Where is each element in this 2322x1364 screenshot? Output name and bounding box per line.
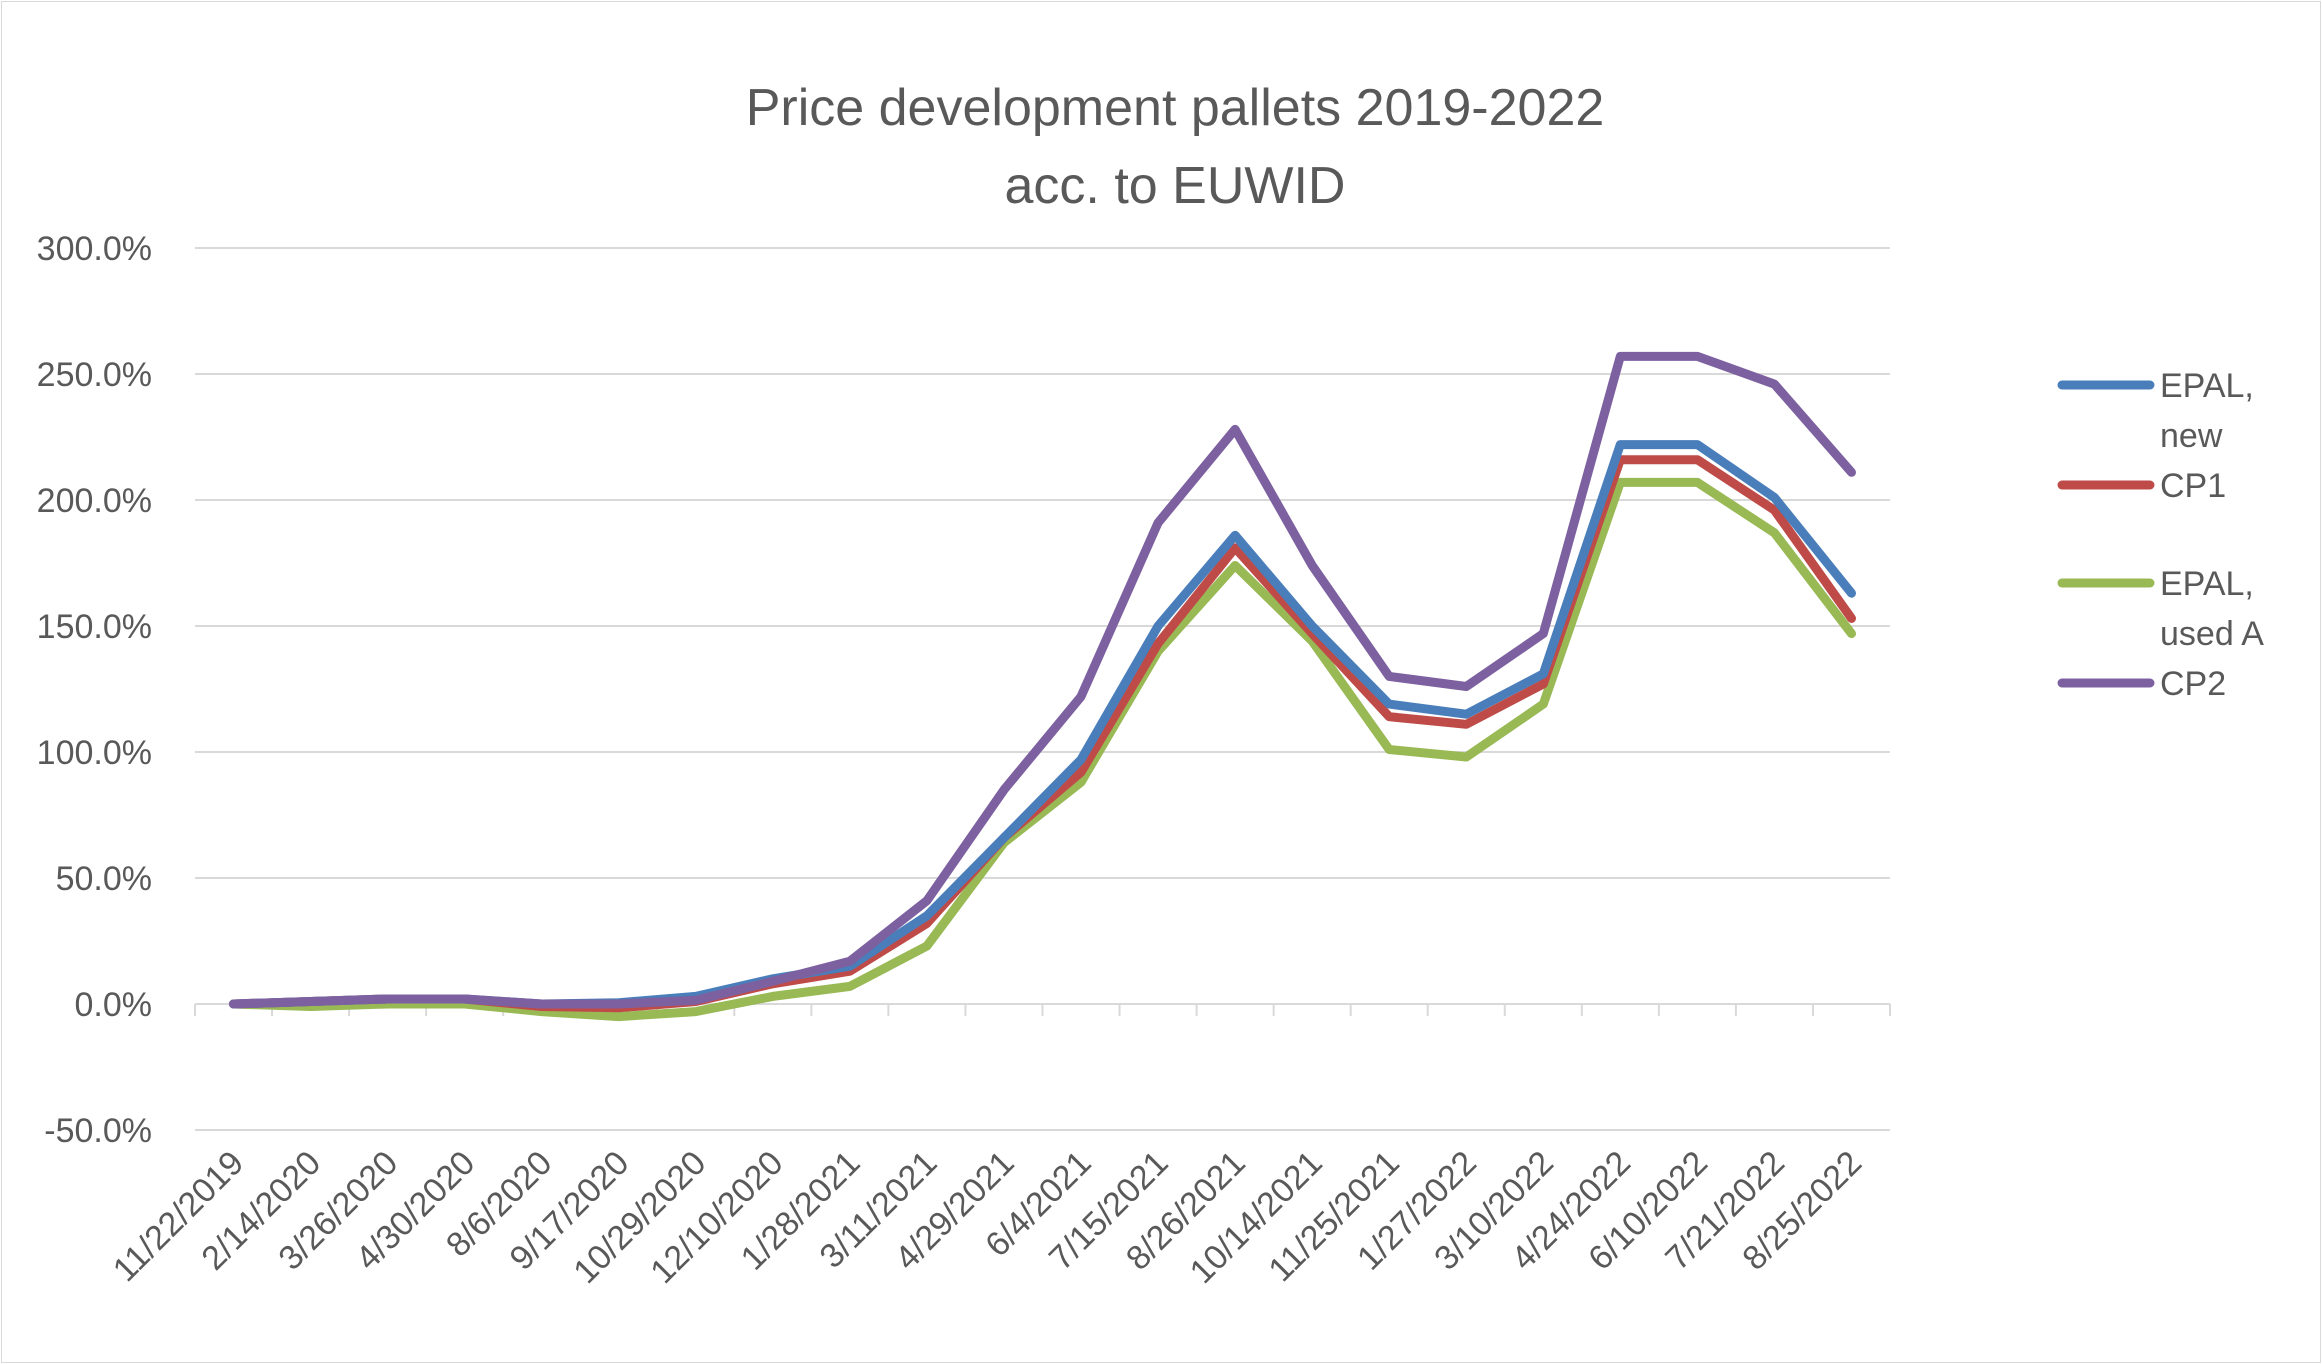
chart-title-line-1: Price development pallets 2019-2022 <box>746 79 1605 137</box>
y-tick-label: 250.0% <box>37 356 152 394</box>
y-tick-label: 50.0% <box>56 860 152 898</box>
legend-label: used A <box>2160 615 2264 653</box>
legend-label: CP1 <box>2160 467 2226 505</box>
legend-label: EPAL, <box>2160 565 2254 603</box>
series-line-cp1 <box>229 455 1856 1013</box>
legend-label: new <box>2160 417 2223 455</box>
legend-label: CP2 <box>2160 665 2226 703</box>
y-tick-label: -50.0% <box>44 1112 152 1150</box>
legend-item: EPAL, new <box>2057 367 2254 455</box>
y-tick-label: 0.0% <box>75 986 153 1024</box>
chart-title: Price development pallets 2019-2022 acc.… <box>746 79 1605 215</box>
series-line-cp2 <box>229 351 1856 1009</box>
legend-label: EPAL, <box>2160 367 2254 405</box>
series-lines <box>229 351 1856 1022</box>
legend-item: EPAL, used A <box>2057 565 2264 653</box>
x-axis-ticks: 11/22/20192/14/20203/26/20204/30/20208/6… <box>106 1144 1869 1291</box>
y-tick-label: 100.0% <box>37 734 152 772</box>
y-axis-ticks: -50.0% 0.0% 50.0% 100.0% 150.0% 200.0% 250.0% 3… <box>37 230 152 1150</box>
legend-item: CP2 <box>2057 665 2226 703</box>
legend-item: CP1 <box>2057 467 2226 505</box>
legend: EPAL, new CP1 EPAL, used A CP2 <box>2057 367 2264 703</box>
y-tick-label: 300.0% <box>37 230 152 268</box>
series-line-epal-used-a <box>229 477 1856 1022</box>
y-tick-label: 200.0% <box>37 482 152 520</box>
chart-title-line-2: acc. to EUWID <box>1005 157 1346 215</box>
y-tick-label: 150.0% <box>37 608 152 646</box>
